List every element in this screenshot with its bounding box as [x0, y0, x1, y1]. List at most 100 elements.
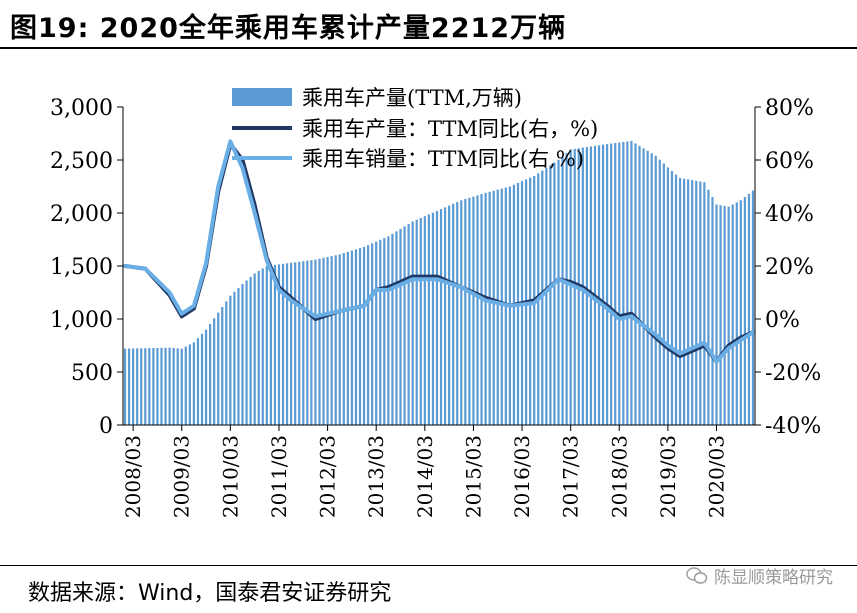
bar	[330, 256, 333, 425]
bar	[306, 260, 309, 425]
bar	[743, 197, 746, 425]
bar	[229, 295, 232, 425]
bar	[500, 188, 503, 425]
bar	[196, 338, 200, 425]
chart-title: 图19: 2020全年乘用车累计产量2212万辆	[10, 13, 567, 44]
bar	[237, 287, 240, 425]
bar	[699, 181, 702, 425]
bar	[249, 276, 252, 425]
bar	[399, 228, 402, 425]
line-series	[123, 139, 755, 364]
bar	[302, 261, 305, 425]
bar	[448, 205, 451, 425]
bar	[464, 199, 467, 425]
bar	[204, 329, 208, 425]
bottom-rule	[0, 565, 857, 566]
bar	[553, 162, 556, 425]
wechat-icon	[686, 566, 708, 585]
bar	[731, 204, 734, 425]
legend: 乘用车产量(TTM,万辆) 乘用车产量：TTM同比(右，%) 乘用车销量：TTM同比…	[232, 86, 598, 171]
bar	[703, 182, 706, 425]
bar	[233, 291, 236, 425]
bar	[747, 193, 751, 425]
bar	[557, 160, 560, 425]
x-tick-label: 2013/03	[364, 435, 388, 518]
bar	[277, 264, 281, 425]
left-tick-label: 1,000	[50, 308, 113, 333]
bar	[395, 231, 398, 425]
bar	[298, 261, 301, 425]
bar	[739, 200, 742, 425]
bar	[662, 163, 665, 425]
x-tick-label: 2010/03	[218, 435, 242, 518]
bar	[314, 259, 317, 425]
bar	[658, 159, 661, 425]
bar	[638, 145, 641, 425]
bar	[618, 142, 621, 425]
bar	[411, 221, 414, 425]
bar	[362, 246, 366, 425]
bar	[460, 200, 463, 425]
x-tick-label: 2016/03	[510, 435, 534, 518]
bar	[630, 140, 633, 426]
bar	[261, 268, 264, 425]
left-tick-label: 500	[71, 361, 113, 386]
left-tick-label: 1,500	[50, 255, 113, 280]
x-tick-label: 2012/03	[316, 435, 340, 518]
bar	[225, 301, 228, 425]
bar	[180, 348, 183, 425]
bar	[371, 243, 374, 425]
bar	[565, 152, 568, 425]
bar	[132, 348, 135, 425]
title-rule	[0, 47, 857, 49]
bar	[269, 265, 272, 425]
bar	[192, 342, 196, 425]
bar	[176, 348, 179, 425]
bar	[545, 167, 548, 425]
bar	[634, 143, 637, 425]
bar	[622, 141, 625, 426]
bar	[281, 263, 285, 425]
bar	[407, 223, 410, 425]
bar	[334, 255, 337, 425]
bar	[751, 190, 755, 425]
bar	[654, 155, 657, 425]
bar	[642, 148, 645, 425]
bar	[221, 306, 224, 425]
bar	[735, 202, 738, 425]
bar	[338, 254, 341, 425]
bar	[443, 207, 447, 425]
bar	[484, 192, 487, 425]
bar	[322, 257, 325, 425]
bar	[144, 348, 147, 425]
bar	[136, 348, 139, 425]
bar	[597, 145, 601, 425]
bar	[217, 312, 220, 425]
legend-label: 乘用车产量(TTM,万辆)	[302, 86, 522, 110]
bar	[148, 348, 151, 425]
bar	[593, 145, 597, 425]
bar	[354, 249, 358, 425]
bar	[168, 347, 171, 425]
bar	[650, 153, 653, 426]
bar	[707, 189, 710, 425]
x-tick-label: 2018/03	[607, 435, 631, 518]
bar	[727, 206, 730, 425]
bar	[610, 143, 613, 425]
bar	[160, 347, 163, 425]
watermark: 陈显顺策略研究	[686, 563, 833, 588]
bar	[188, 344, 191, 425]
bar	[342, 253, 345, 425]
bar	[569, 149, 572, 425]
bar	[156, 347, 159, 425]
bar	[723, 205, 726, 425]
x-tick-label: 2015/03	[461, 435, 485, 518]
x-tick-label: 2011/03	[267, 435, 291, 518]
bar	[561, 156, 564, 425]
bar	[213, 318, 216, 425]
bar	[480, 194, 483, 425]
bar	[358, 248, 362, 425]
bar	[549, 165, 552, 426]
bar	[403, 226, 406, 425]
bar	[695, 180, 698, 425]
